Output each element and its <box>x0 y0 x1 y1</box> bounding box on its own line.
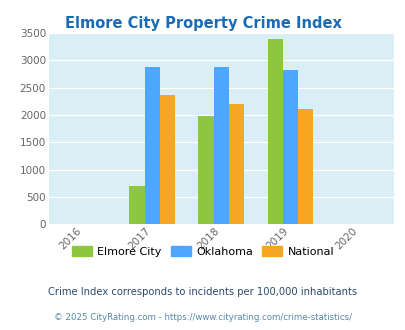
Bar <box>144 67 160 224</box>
Bar <box>297 109 312 224</box>
Bar <box>213 67 228 224</box>
Bar <box>198 116 213 224</box>
Bar <box>160 95 175 224</box>
Text: Elmore City Property Crime Index: Elmore City Property Crime Index <box>64 16 341 31</box>
Text: Crime Index corresponds to incidents per 100,000 inhabitants: Crime Index corresponds to incidents per… <box>48 287 357 297</box>
Bar <box>228 104 243 224</box>
Text: © 2025 CityRating.com - https://www.cityrating.com/crime-statistics/: © 2025 CityRating.com - https://www.city… <box>54 313 351 322</box>
Bar <box>282 70 297 224</box>
Legend: Elmore City, Oklahoma, National: Elmore City, Oklahoma, National <box>68 243 337 260</box>
Bar <box>267 39 282 224</box>
Bar <box>129 186 144 224</box>
